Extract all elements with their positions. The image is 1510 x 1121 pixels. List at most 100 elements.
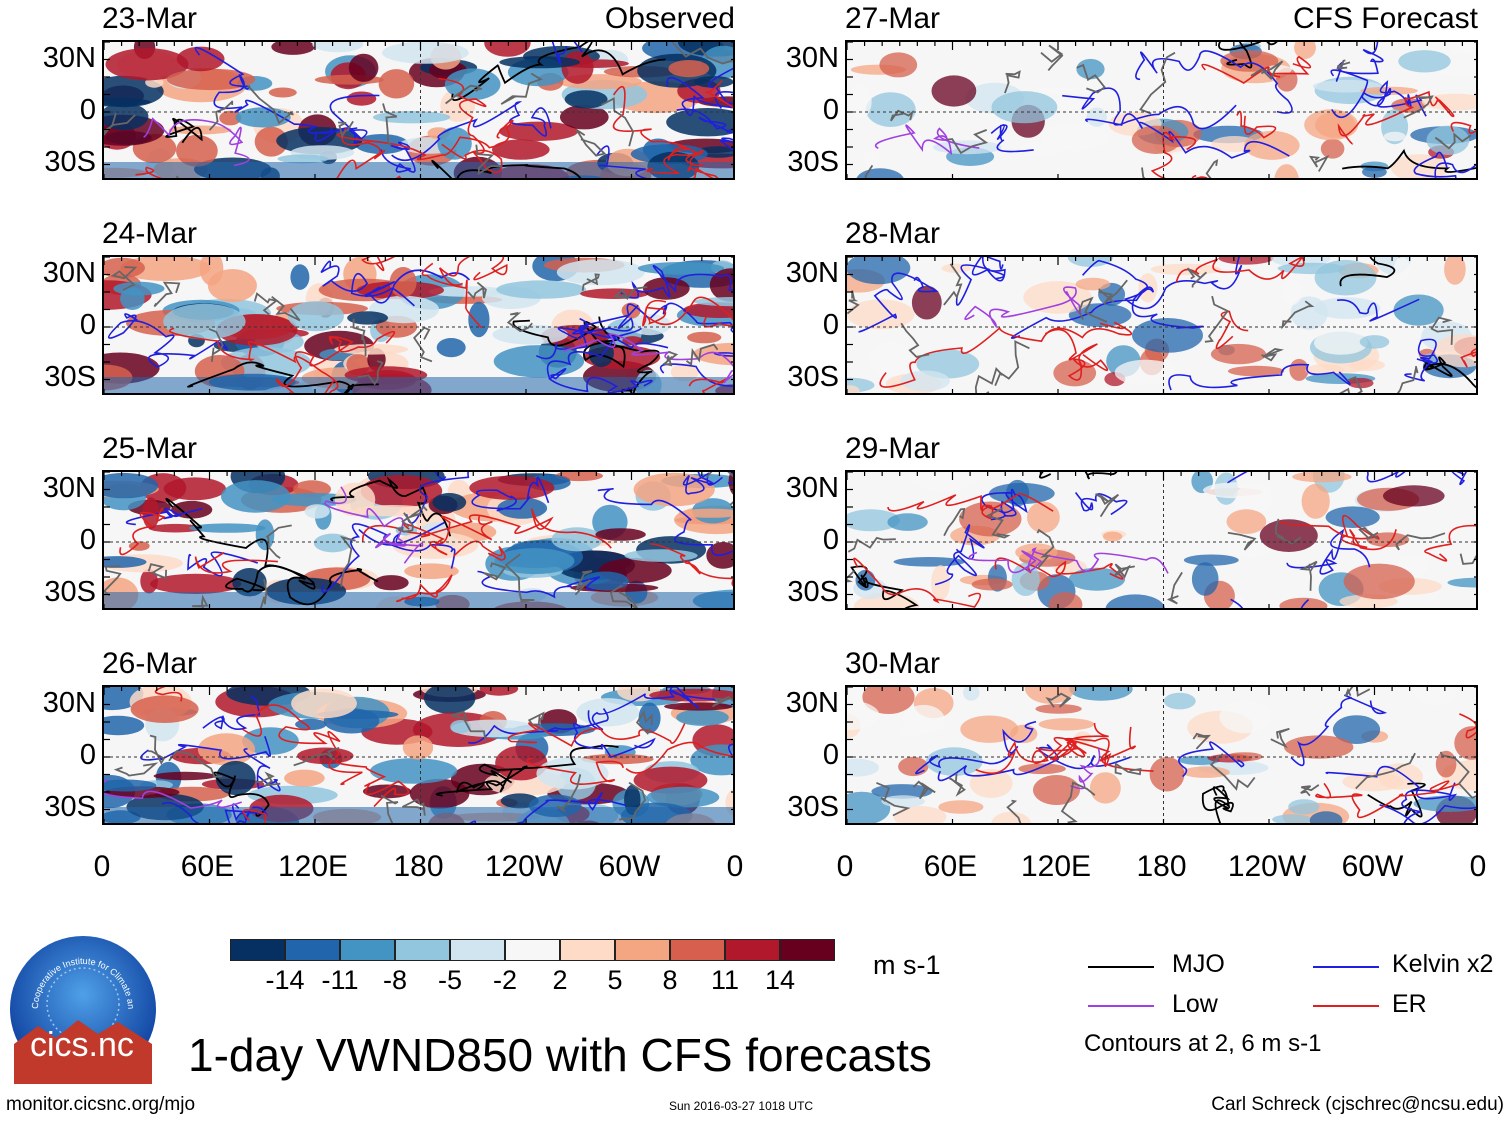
contour-line — [596, 145, 648, 178]
contour-line — [964, 286, 1082, 329]
shade-cell — [926, 747, 983, 776]
coastline — [1166, 571, 1183, 605]
shade-cell — [1027, 501, 1060, 533]
coastline — [413, 326, 433, 363]
coastline — [506, 312, 533, 333]
shade-cell — [1290, 296, 1328, 330]
contour-line — [1175, 257, 1305, 283]
shade-cell — [1076, 58, 1105, 80]
contour-line — [107, 313, 229, 368]
shade-cell — [104, 472, 159, 499]
shade-cell — [963, 687, 980, 701]
legend-label-mjo: MJO — [1172, 950, 1225, 978]
contour-line — [879, 321, 1133, 388]
colorbar-label-4: -2 — [492, 965, 517, 995]
contour-line — [1082, 257, 1243, 310]
lat-label-p8-2: 30S — [787, 791, 839, 823]
panel-date-p2: 24-Mar — [102, 217, 198, 250]
shade-cell — [1279, 597, 1328, 608]
shade-cell — [497, 497, 548, 519]
shade-cell — [284, 769, 325, 787]
colorbar-unit: m s-1 — [873, 950, 941, 980]
shade-cell — [664, 702, 733, 711]
shade-cell — [1068, 303, 1132, 327]
footer-author: Carl Schreck (cjschrec@ncsu.edu) — [1211, 1094, 1504, 1115]
shade-cell — [1383, 485, 1445, 507]
contour-line — [119, 507, 166, 556]
lat-label-p6-2: 30S — [787, 361, 839, 393]
coastline — [1430, 316, 1454, 345]
contour-line — [403, 515, 493, 556]
shade-cell — [242, 727, 299, 755]
contour-line — [194, 46, 358, 134]
colorbar-swatch-7 — [615, 939, 670, 961]
shade-cell — [670, 363, 699, 382]
coastline — [208, 100, 234, 131]
contour-line — [154, 687, 183, 702]
shade-cell — [637, 262, 725, 275]
legend-line-mjo — [1088, 966, 1154, 968]
contour-line — [1331, 87, 1427, 119]
coastline — [912, 780, 936, 800]
shade-cell — [847, 758, 879, 777]
shade-cell — [432, 493, 467, 512]
shade-cell — [1383, 131, 1406, 142]
contour-line — [676, 108, 733, 151]
map-panel-p8 — [845, 685, 1478, 825]
contour-line — [1286, 528, 1371, 575]
contour-line — [1337, 90, 1455, 145]
contour-line — [1135, 50, 1293, 114]
shade-cell — [347, 311, 389, 325]
contour-line — [1451, 472, 1468, 486]
contour-line — [405, 472, 470, 524]
contour-line — [1367, 782, 1426, 818]
shade-cell — [378, 69, 415, 99]
lat-label-p6-1: 0 — [822, 309, 839, 341]
shade-cell — [646, 786, 720, 808]
colorbar-label-5: 2 — [552, 965, 568, 995]
shade-cell — [561, 51, 594, 84]
shade-cell — [496, 280, 587, 299]
shade-cell — [551, 527, 603, 552]
contour-line — [1201, 785, 1234, 823]
coastline — [1439, 751, 1476, 799]
contour-line — [682, 472, 733, 495]
shade-cell — [897, 726, 925, 737]
shade-cell — [938, 800, 984, 814]
shade-cell — [382, 42, 469, 64]
contour-line — [955, 257, 1006, 306]
shade-cell — [1086, 107, 1107, 127]
panel-date-p1: 23-Mar — [102, 2, 198, 35]
shade-cell — [360, 474, 443, 508]
shade-cell — [879, 52, 918, 78]
shade-cell — [855, 569, 876, 591]
coastline — [847, 290, 860, 315]
shade-cell — [373, 575, 409, 591]
contour-line — [471, 476, 550, 512]
contour-line — [330, 476, 452, 537]
map-panel-p1 — [102, 40, 735, 180]
contour-line — [364, 269, 470, 304]
coastline — [876, 781, 911, 817]
shade-cell — [1274, 164, 1299, 178]
shade-cell — [1191, 562, 1219, 596]
shade-cell — [1228, 365, 1285, 377]
lon-label-0-3: 180 — [393, 850, 444, 883]
wind-field-p7 — [847, 472, 1476, 608]
chart-title: 1-day VWND850 with CFS forecasts — [188, 1029, 932, 1081]
southern-band — [104, 807, 733, 823]
shade-cell — [931, 75, 977, 107]
legend-label-low: Low — [1172, 990, 1218, 1018]
footer-url[interactable]: monitor.cicsnc.org/mjo — [6, 1094, 196, 1115]
coastline — [556, 774, 582, 813]
coastline — [1006, 799, 1022, 823]
shade-cell — [492, 139, 550, 160]
lat-label-p4-1: 0 — [79, 739, 96, 771]
contour-line — [526, 756, 624, 785]
shade-cell — [304, 504, 330, 519]
contour-line — [1178, 741, 1245, 778]
contour-line — [1404, 338, 1438, 382]
shade-cell — [484, 42, 531, 57]
coastline — [601, 97, 635, 147]
shade-cell — [277, 154, 329, 164]
